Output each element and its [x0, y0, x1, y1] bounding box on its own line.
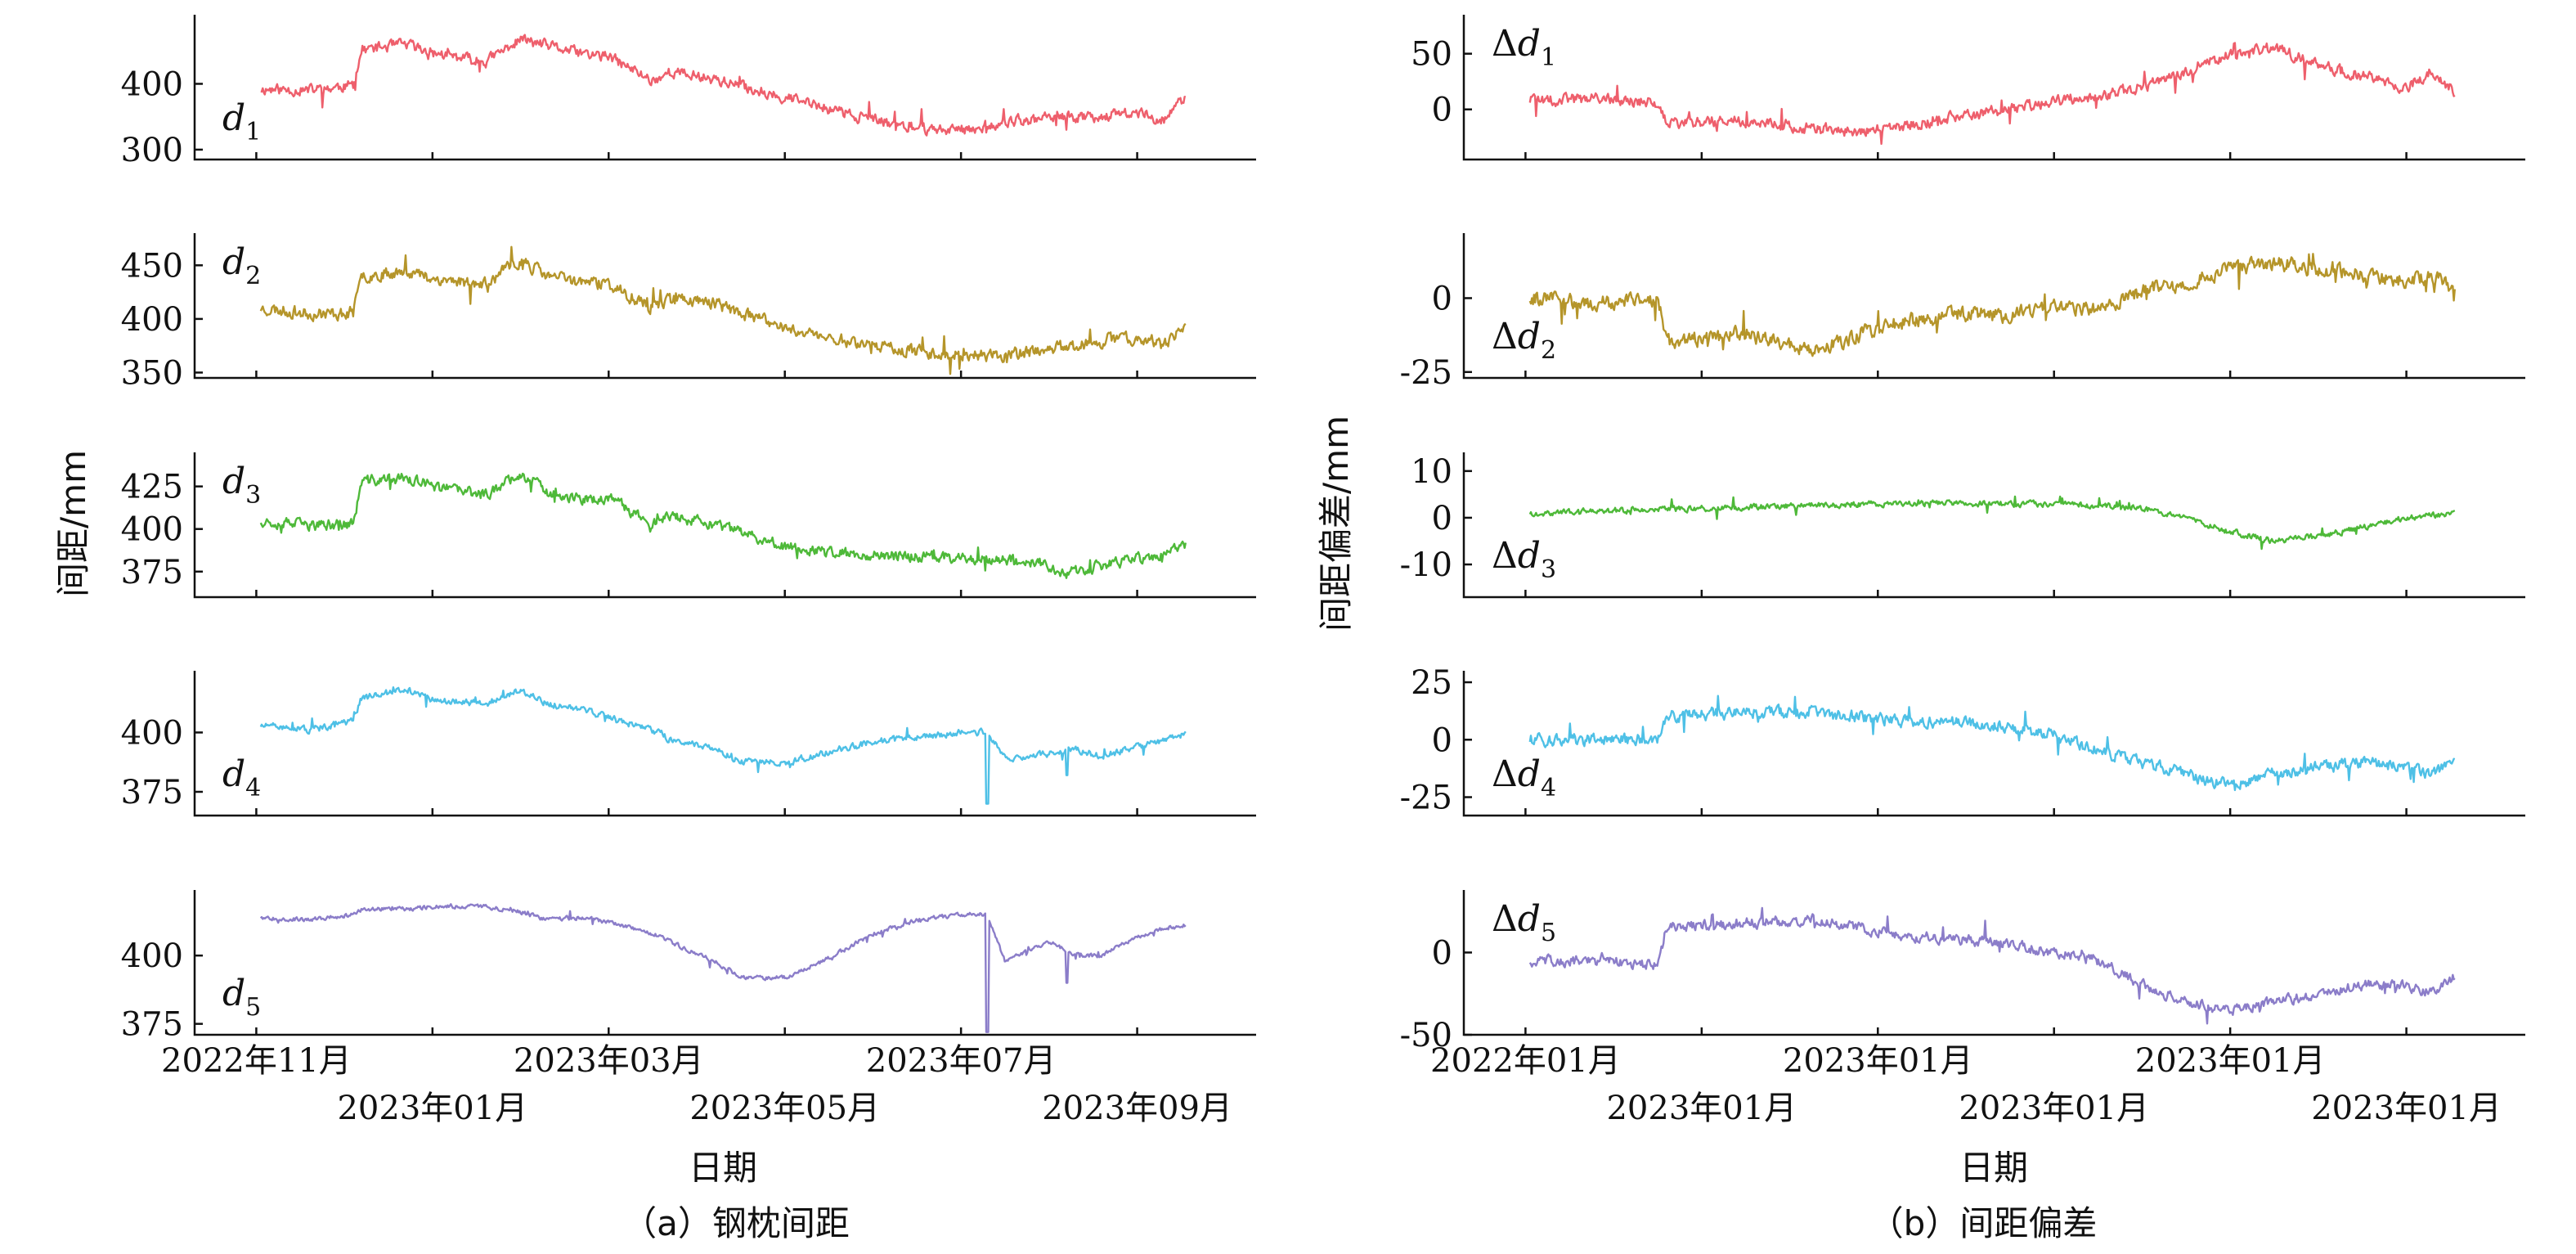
series-label-d5: d5	[222, 973, 261, 1022]
y-tick-label: 375	[121, 774, 183, 811]
x-tick-label: 2023年09月	[1042, 1090, 1232, 1127]
series-line-d4	[259, 686, 1187, 805]
panel-b-deviation: 0 50 Δd1 -25 0 Δd2 -10 0 10 Δd3 -25 0 25 Δd4 -50 0 Δd5 20…	[1400, 15, 2525, 1127]
x-tick-label: 2023年01月	[1783, 1042, 1973, 1080]
x-tick-label: 2023年01月	[1959, 1090, 2149, 1127]
y-tick-label: 0	[1432, 92, 1452, 129]
y-tick-label: 10	[1411, 453, 1452, 491]
series-label-d4: d4	[222, 753, 261, 802]
axis-frame	[193, 452, 1256, 599]
y-tick-label: 375	[121, 554, 183, 591]
subplot-d5: 375 400 d5	[121, 890, 1256, 1044]
subplot-Δd4: -25 0 25 Δd4	[1400, 664, 2525, 817]
x-tick-label: 2022年11月	[161, 1042, 352, 1080]
y-tick-label: -10	[1400, 546, 1452, 584]
y-tick-label: 400	[121, 65, 183, 103]
subplot-Δd2: -25 0 Δd2	[1400, 233, 2525, 392]
ylabel-b: 间距偏差/mm	[1316, 416, 1356, 631]
axis-frame	[1462, 233, 2525, 380]
series-line-Δd4	[1528, 694, 2456, 792]
y-tick-label: -50	[1400, 1017, 1452, 1054]
caption-a: （a）钢枕间距	[622, 1203, 850, 1243]
x-tick-label: 2023年01月	[1606, 1090, 1797, 1127]
y-tick-label: 25	[1411, 664, 1452, 702]
series-line-Δd3	[1528, 495, 2456, 551]
series-line-d2	[259, 245, 1187, 375]
axis-frame	[193, 15, 1256, 161]
series-line-d5	[259, 903, 1187, 1033]
series-line-Δd5	[1528, 906, 2456, 1025]
series-label-d3: d3	[222, 461, 261, 510]
subplot-d3: 375 400 425 d3	[121, 452, 1256, 599]
x-tick-label: 2022年01月	[1430, 1042, 1621, 1080]
ylabel-a: 间距/mm	[53, 450, 93, 597]
xlabel-b: 日期	[1959, 1148, 2028, 1188]
x-tick-label: 2023年05月	[689, 1090, 880, 1127]
subplot-Δd3: -10 0 10 Δd3	[1400, 452, 2525, 599]
subplot-d2: 350 400 450 d2	[121, 233, 1256, 392]
y-tick-label: 50	[1411, 36, 1452, 74]
series-label-Δd1: Δd1	[1492, 23, 1556, 72]
caption-b: （b）间距偏差	[1869, 1203, 2098, 1243]
series-line-d1	[260, 34, 1187, 137]
axis-frame	[1462, 15, 2525, 161]
xlabel-a: 日期	[689, 1148, 757, 1188]
y-tick-label: 375	[121, 1006, 183, 1044]
y-tick-label: 300	[121, 132, 183, 169]
y-tick-label: 400	[121, 301, 183, 339]
y-tick-label: 400	[121, 937, 183, 975]
y-tick-label: -25	[1400, 780, 1452, 817]
series-line-Δd2	[1528, 253, 2456, 357]
series-label-d1: d1	[222, 97, 261, 146]
subplot-Δd1: 0 50 Δd1	[1411, 15, 2525, 161]
axis-frame	[1462, 671, 2525, 817]
y-tick-label: 0	[1432, 500, 1452, 537]
y-tick-label: 400	[121, 714, 183, 752]
subplot-d1: 300 400 d1	[121, 15, 1256, 169]
series-line-Δd1	[1528, 42, 2456, 146]
subplot-Δd5: -50 0 Δd5	[1400, 890, 2525, 1054]
x-tick-label: 2023年01月	[2135, 1042, 2326, 1080]
series-label-Δd2: Δd2	[1492, 316, 1556, 365]
axis-frame	[1462, 452, 2525, 599]
x-tick-label: 2023年01月	[2311, 1090, 2502, 1127]
x-tick-label: 2023年01月	[337, 1090, 527, 1127]
y-tick-label: 450	[121, 247, 183, 285]
y-tick-label: -25	[1400, 354, 1452, 392]
series-label-Δd4: Δd4	[1492, 753, 1556, 802]
x-tick-label: 2023年03月	[514, 1042, 704, 1080]
y-tick-label: 0	[1432, 280, 1452, 317]
y-tick-label: 0	[1432, 934, 1452, 972]
y-tick-label: 425	[121, 469, 183, 506]
y-tick-label: 350	[121, 354, 183, 392]
y-tick-label: 0	[1432, 721, 1452, 759]
y-tick-label: 400	[121, 511, 183, 549]
series-line-d3	[259, 472, 1187, 579]
axis-frame	[193, 233, 1256, 380]
series-label-Δd3: Δd3	[1492, 535, 1556, 584]
series-label-Δd5: Δd5	[1492, 898, 1556, 947]
subplot-d4: 375 400 d4	[121, 671, 1256, 817]
axis-frame	[193, 890, 1256, 1036]
axis-frame	[193, 671, 1256, 817]
series-label-d2: d2	[222, 241, 261, 290]
x-tick-label: 2023年07月	[866, 1042, 1057, 1080]
